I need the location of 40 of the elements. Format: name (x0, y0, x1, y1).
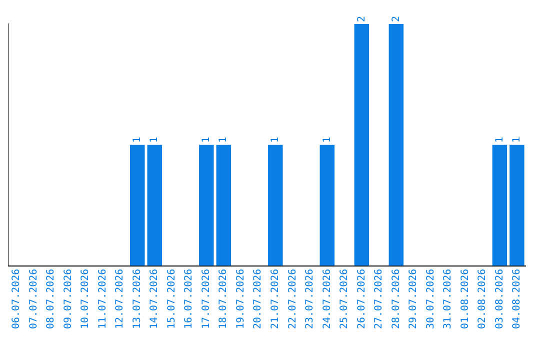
x-tick-label: 18.07.2026 (218, 268, 230, 330)
x-tick-label: 31.07.2026 (442, 268, 454, 330)
x-tick-label: 01.08.2026 (460, 268, 471, 330)
x-tick-label: 03.08.2026 (494, 268, 506, 330)
x-tick-label: 06.07.2026 (11, 268, 22, 330)
x-tick-label: 13.07.2026 (132, 268, 143, 330)
x-tick-label: 08.07.2026 (46, 268, 57, 330)
x-tick-label: 17.07.2026 (200, 268, 212, 330)
data-label: 1 (494, 136, 506, 143)
x-tick-label: 09.07.2026 (62, 268, 74, 330)
data-label: 1 (512, 136, 523, 143)
x-tick-label: 19.07.2026 (235, 268, 246, 330)
x-tick-label: 29.07.2026 (408, 268, 420, 330)
x-tick-label: 04.08.2026 (512, 268, 523, 330)
x-tick-label: 11.07.2026 (97, 268, 108, 330)
x-tick-label: 24.07.2026 (322, 268, 333, 330)
data-label: 1 (270, 136, 281, 143)
x-tick-label: 15.07.2026 (166, 268, 178, 330)
x-tick-label: 07.07.2026 (28, 268, 40, 330)
x-tick-label: 22.07.2026 (287, 268, 298, 330)
x-tick-label: 02.08.2026 (477, 268, 488, 330)
data-label: 1 (200, 136, 212, 143)
data-label: 2 (356, 16, 368, 22)
x-tick-label: 30.07.2026 (425, 268, 436, 330)
x-tick-label: 26.07.2026 (356, 268, 368, 330)
data-label: 1 (322, 136, 333, 143)
data-label: 1 (218, 136, 230, 143)
x-tick-label: 27.07.2026 (374, 268, 385, 330)
x-tick-label: 20.07.2026 (252, 268, 264, 330)
x-tick-label: 23.07.2026 (304, 268, 316, 330)
x-tick-label: 16.07.2026 (184, 268, 195, 330)
data-label: 1 (132, 136, 143, 143)
x-tick-label: 12.07.2026 (114, 268, 126, 330)
data-label: 1 (149, 136, 160, 143)
x-tick-label: 28.07.2026 (390, 268, 402, 330)
x-tick-label: 25.07.2026 (339, 268, 350, 330)
x-tick-label: 21.07.2026 (270, 268, 281, 330)
x-tick-label: 14.07.2026 (149, 268, 160, 330)
data-label: 2 (390, 16, 402, 22)
x-tick-label: 10.07.2026 (80, 268, 92, 330)
